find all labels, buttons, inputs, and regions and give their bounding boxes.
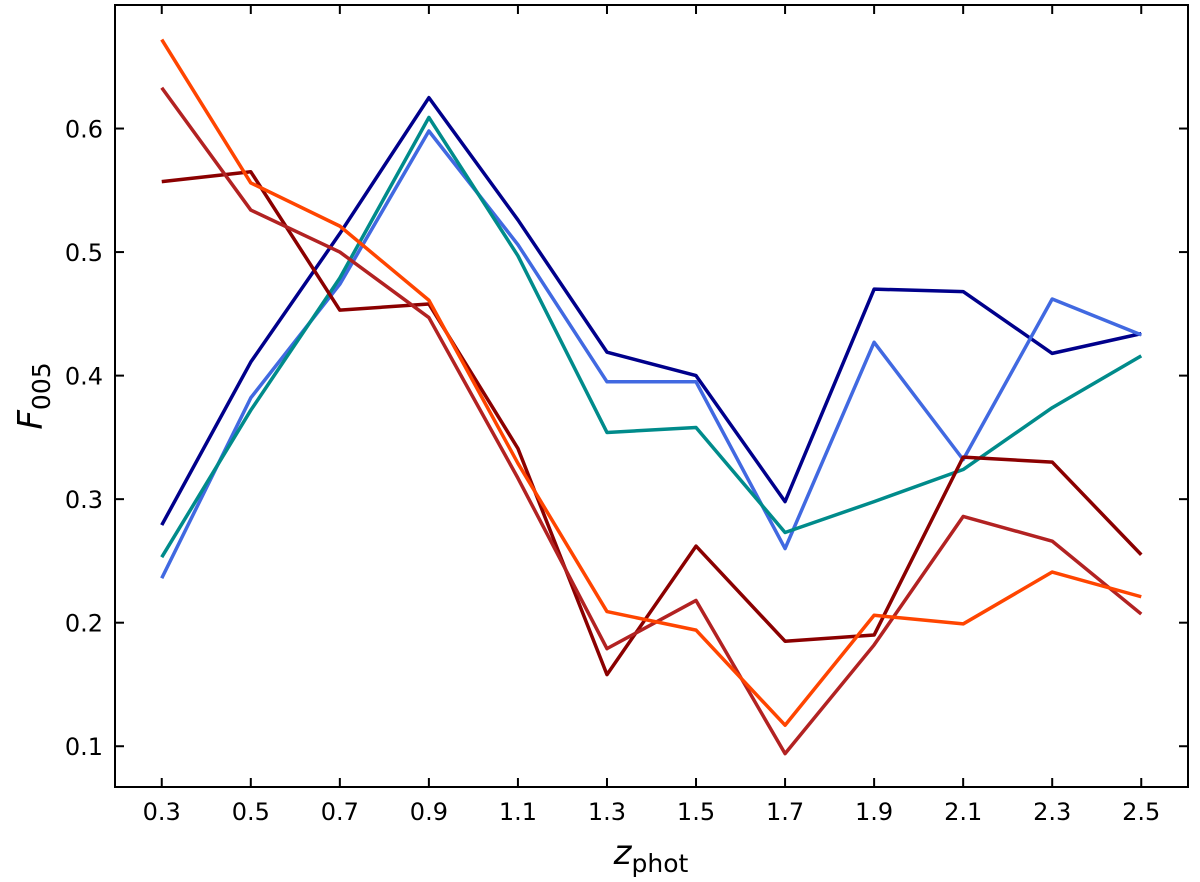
x-tick-label: 0.5: [232, 798, 270, 826]
x-tick-label: 1.5: [677, 798, 715, 826]
x-tick-label: 2.5: [1122, 798, 1160, 826]
y-label-sub: 005: [27, 362, 56, 410]
x-tick-label: 1.3: [588, 798, 626, 826]
x-tick-label: 1.1: [499, 798, 537, 826]
y-tick-label: 0.1: [65, 733, 103, 761]
x-tick-label: 1.9: [855, 798, 893, 826]
y-tick-label: 0.6: [65, 116, 103, 144]
data-line: [160, 129, 1142, 579]
y-axis-label: F005: [11, 362, 56, 429]
x-label-main: z: [613, 833, 633, 873]
y-tick-label: 0.3: [65, 486, 103, 514]
x-tick-label: 2.3: [1033, 798, 1071, 826]
y-tick-label: 0.5: [65, 239, 103, 267]
data-line: [160, 95, 1142, 526]
data-line: [161, 170, 1143, 677]
x-label-sub: phot: [632, 849, 689, 878]
y-tick-label: 0.4: [65, 363, 103, 391]
y-label-main: F: [11, 410, 51, 430]
x-tick-label: 2.1: [944, 798, 982, 826]
data-line: [160, 115, 1143, 559]
x-tick-label: 0.9: [410, 798, 448, 826]
x-tick-label: 1.7: [766, 798, 804, 826]
x-axis-label: zphot: [613, 833, 689, 878]
y-tick-label: 0.2: [65, 610, 103, 638]
x-tick-label: 0.7: [321, 798, 359, 826]
plot-frame: [114, 4, 1189, 788]
x-tick-label: 0.3: [143, 798, 181, 826]
data-line: [160, 38, 1142, 727]
data-line: [160, 86, 1143, 756]
